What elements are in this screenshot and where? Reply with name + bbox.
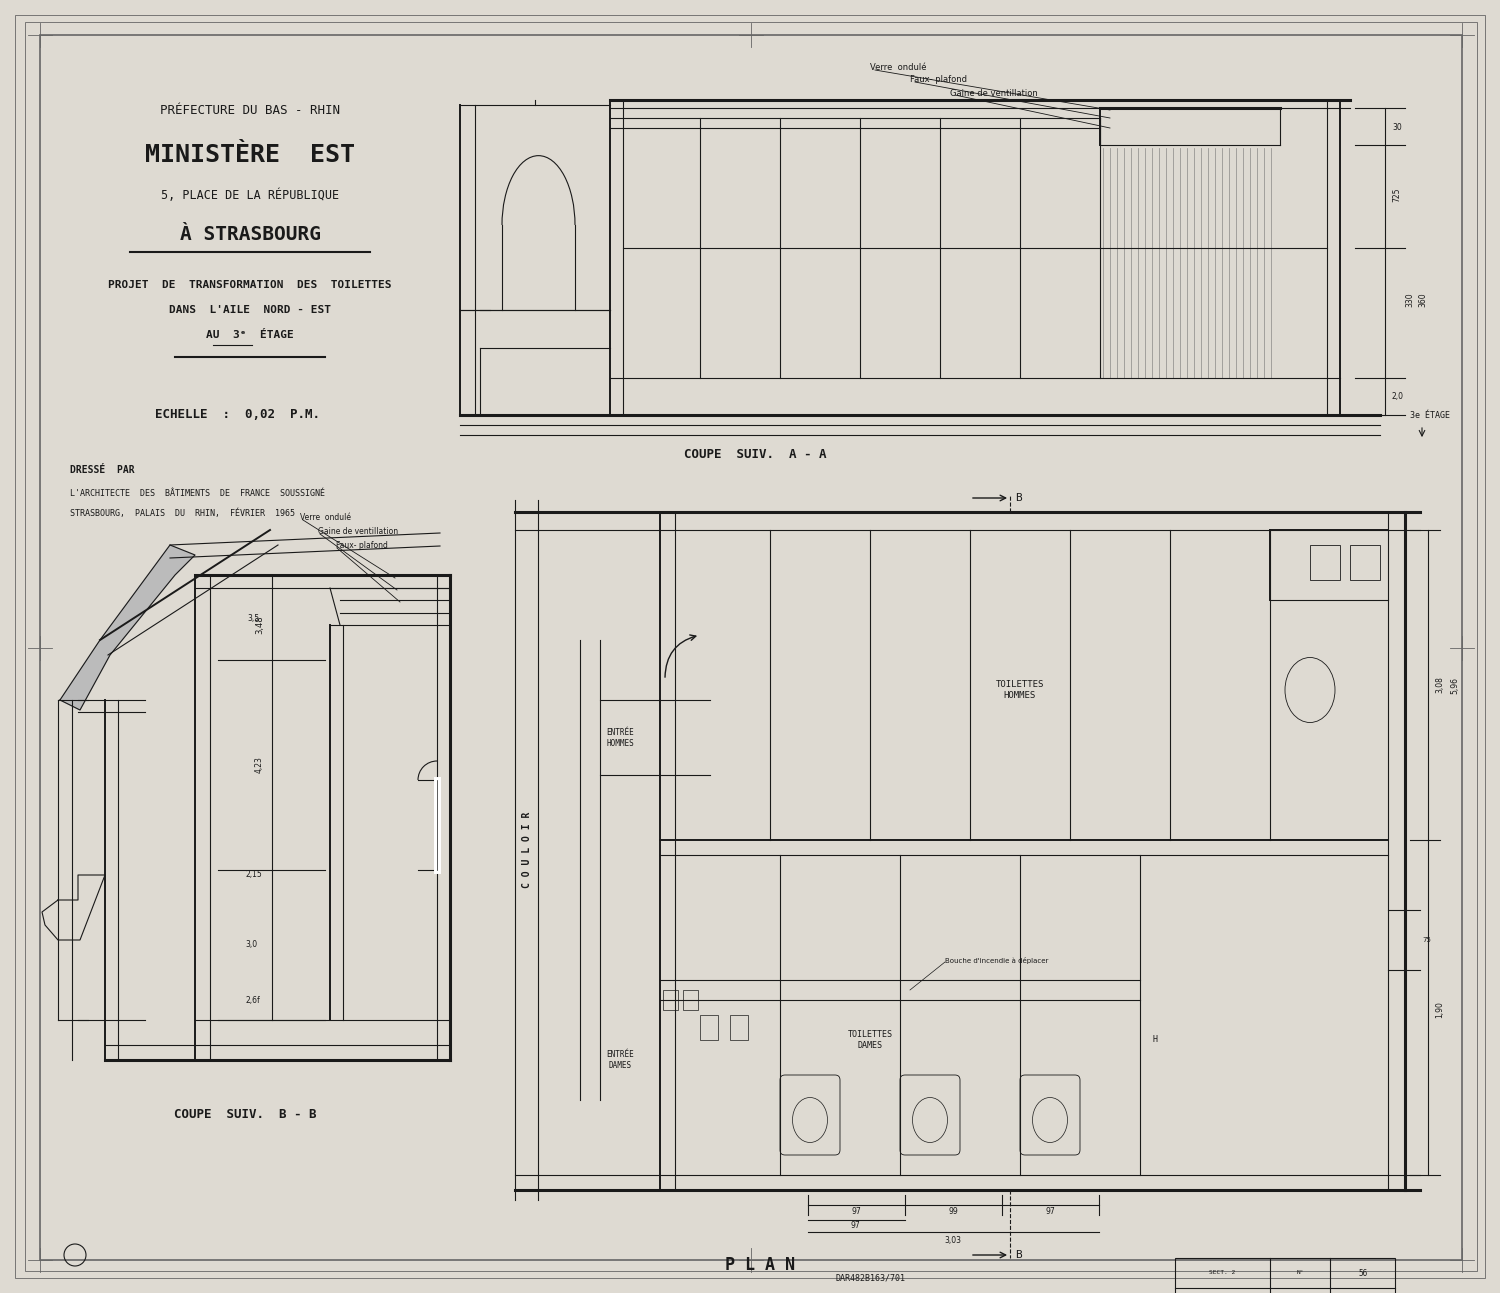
Text: 4,23: 4,23	[255, 756, 264, 773]
Text: 97: 97	[850, 1221, 859, 1230]
Text: STRASBOURG,  PALAIS  DU  RHIN,  FÉVRIER  1965: STRASBOURG, PALAIS DU RHIN, FÉVRIER 1965	[70, 508, 296, 517]
Text: ECHELLE  :  0,02  P.M.: ECHELLE : 0,02 P.M.	[154, 409, 320, 422]
Text: À STRASBOURG: À STRASBOURG	[180, 225, 321, 244]
Text: Verre  ondulé: Verre ondulé	[300, 513, 351, 522]
Text: Faux- plafond: Faux- plafond	[336, 542, 388, 551]
Text: Gaine de ventillation: Gaine de ventillation	[950, 88, 1038, 97]
Text: 5,96: 5,96	[1450, 676, 1460, 693]
Text: ENTRÉE
DAMES: ENTRÉE DAMES	[606, 1050, 634, 1069]
Text: PRÉFECTURE DU BAS - RHIN: PRÉFECTURE DU BAS - RHIN	[160, 103, 340, 116]
Text: DAR482B163/701: DAR482B163/701	[836, 1274, 904, 1283]
Text: H: H	[1152, 1036, 1158, 1045]
Text: 97: 97	[850, 1208, 861, 1217]
Text: 56: 56	[1359, 1268, 1368, 1277]
Text: Gaine de ventillation: Gaine de ventillation	[318, 528, 398, 537]
Bar	[1174, 1258, 1395, 1293]
Text: P L A N: P L A N	[724, 1256, 795, 1274]
Text: 3,5: 3,5	[248, 613, 259, 622]
Bar	[700, 1015, 718, 1040]
Text: TOILETTES
HOMMES: TOILETTES HOMMES	[996, 680, 1044, 700]
Text: 3,08: 3,08	[1436, 676, 1444, 693]
Text: Faux- plafond: Faux- plafond	[910, 75, 968, 84]
Text: Bouche d'incendie à déplacer: Bouche d'incendie à déplacer	[945, 957, 1048, 963]
Text: 2,6f: 2,6f	[244, 996, 260, 1005]
Text: 725: 725	[1392, 187, 1401, 202]
Text: 3e ÉTAGE: 3e ÉTAGE	[1410, 410, 1450, 419]
Bar	[1350, 546, 1380, 581]
Text: 3,48: 3,48	[255, 615, 264, 635]
Text: TOILETTES
DAMES: TOILETTES DAMES	[847, 1031, 892, 1050]
Bar	[1310, 546, 1340, 581]
Text: 3,0: 3,0	[244, 940, 256, 949]
Text: C O U L O I R: C O U L O I R	[522, 812, 532, 888]
Text: 3,03: 3,03	[945, 1236, 962, 1244]
Polygon shape	[60, 546, 195, 710]
Text: 97: 97	[1046, 1208, 1054, 1217]
Text: L'ARCHITECTE  DES  BÂTIMENTS  DE  FRANCE  SOUSSIGNÉ: L'ARCHITECTE DES BÂTIMENTS DE FRANCE SOU…	[70, 489, 326, 498]
Text: N°: N°	[1296, 1271, 1304, 1275]
Text: ENTRÉE
HOMMES: ENTRÉE HOMMES	[606, 728, 634, 747]
Text: DRESSÉ  PAR: DRESSÉ PAR	[70, 465, 135, 475]
Text: 2,15: 2,15	[244, 870, 261, 879]
Text: 360: 360	[1418, 292, 1426, 308]
Text: 30: 30	[1392, 123, 1401, 132]
Text: SECT. 2: SECT. 2	[1209, 1271, 1234, 1275]
Text: 75: 75	[1422, 937, 1431, 943]
Text: 2,0: 2,0	[1392, 392, 1404, 401]
Text: Verre  ondulé: Verre ondulé	[870, 63, 927, 72]
Text: COUPE  SUIV.  B - B: COUPE SUIV. B - B	[174, 1108, 316, 1121]
Bar	[730, 1015, 748, 1040]
Text: COUPE  SUIV.  A - A: COUPE SUIV. A - A	[684, 449, 826, 462]
Text: 1,90: 1,90	[1436, 1002, 1444, 1019]
Text: PROJET  DE  TRANSFORMATION  DES  TOILETTES: PROJET DE TRANSFORMATION DES TOILETTES	[108, 281, 392, 290]
Bar	[682, 990, 698, 1010]
Text: 5, PLACE DE LA RÉPUBLIQUE: 5, PLACE DE LA RÉPUBLIQUE	[160, 189, 339, 202]
Text: MINISTÈRE  EST: MINISTÈRE EST	[146, 144, 356, 167]
Text: 99: 99	[948, 1208, 958, 1217]
Text: DANS  L'AILE  NORD - EST: DANS L'AILE NORD - EST	[170, 305, 332, 315]
Bar	[663, 990, 678, 1010]
Text: B: B	[1016, 1250, 1022, 1259]
Text: B: B	[1016, 493, 1022, 503]
Text: 330: 330	[1406, 292, 1414, 308]
Text: AU  3ᵉ  ÉTAGE: AU 3ᵉ ÉTAGE	[206, 330, 294, 340]
